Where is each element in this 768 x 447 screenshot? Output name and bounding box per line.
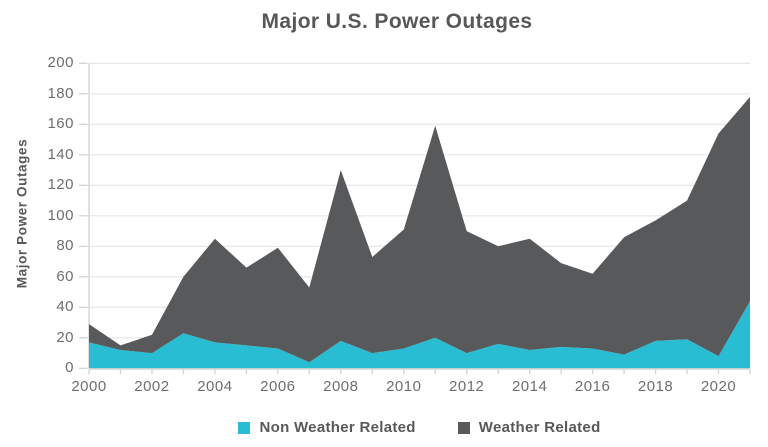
area-non-weather: [89, 301, 750, 369]
x-tick-label: 2002: [134, 378, 170, 395]
x-tick-label: 2000: [71, 378, 107, 395]
legend: Non Weather Related Weather Related: [89, 419, 750, 436]
y-tick-label: 180: [47, 84, 74, 102]
weather-swatch-icon: [457, 421, 470, 434]
legend-label-weather: Weather Related: [478, 419, 601, 436]
area-weather: [89, 96, 750, 363]
y-tick-label: 140: [47, 145, 74, 163]
y-tick-label: 80: [56, 237, 74, 255]
x-tick-label: 2008: [323, 378, 359, 395]
y-tick-label: 120: [47, 176, 74, 194]
non-weather-swatch-icon: [238, 421, 251, 434]
y-tick-label: 20: [56, 328, 74, 346]
y-tick-label: 200: [47, 54, 74, 72]
x-tick-label: 2014: [511, 378, 548, 395]
legend-item-non-weather: Non Weather Related: [238, 419, 415, 436]
y-tick-label: 40: [56, 298, 74, 316]
x-tick-label: 2016: [574, 378, 611, 395]
y-tick-label: 100: [47, 206, 74, 224]
x-tick-label: 2020: [700, 378, 737, 395]
y-tick-label: 60: [56, 267, 74, 285]
x-tick-label: 2006: [260, 378, 296, 395]
legend-item-weather: Weather Related: [457, 419, 601, 436]
chart-title: Major U.S. Power Outages: [261, 10, 533, 33]
x-tick-label: 2004: [197, 378, 233, 395]
x-tick-label: 2018: [637, 378, 674, 395]
y-tick-label: 160: [47, 115, 74, 133]
legend-label-non-weather: Non Weather Related: [259, 419, 416, 436]
x-tick-label: 2010: [386, 378, 422, 395]
y-tick-label: 0: [65, 359, 74, 377]
x-tick-label: 2012: [449, 378, 485, 395]
